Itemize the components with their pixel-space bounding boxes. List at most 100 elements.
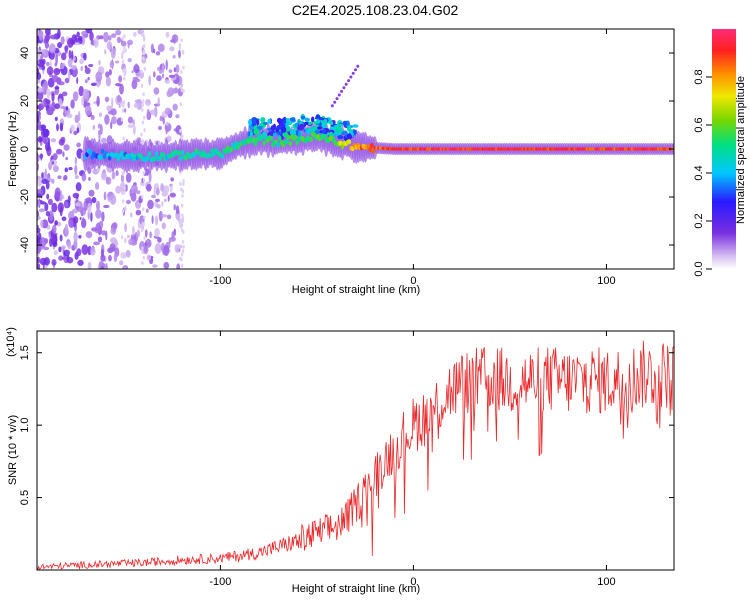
heatmap-cell	[42, 83, 45, 93]
heatmap-cell	[48, 43, 56, 54]
heatmap-cell	[104, 114, 110, 125]
heatmap-cell	[132, 225, 135, 236]
heatmap-cell	[124, 223, 127, 233]
heatmap-cell	[152, 264, 158, 268]
heatmap-cell	[120, 102, 124, 107]
heatmap-cell	[37, 79, 41, 84]
heatmap-cell	[81, 30, 88, 36]
heatmap-cell	[64, 167, 69, 173]
heatmap-cell	[304, 117, 310, 122]
heatmap-cell	[78, 35, 83, 42]
heatmap-cell	[96, 95, 100, 107]
heatmap-cell	[115, 83, 122, 87]
heatmap-cell	[180, 252, 184, 257]
heatmap-cell	[123, 76, 126, 81]
heatmap-cell	[92, 124, 96, 131]
heatmap-cell	[75, 202, 80, 207]
heatmap-cell	[76, 77, 79, 84]
heatmap-cell	[249, 125, 254, 131]
heatmap-cell	[85, 231, 93, 239]
x-tick-label: -100	[209, 275, 231, 287]
heatmap-cell	[64, 223, 69, 235]
heatmap-cell	[178, 45, 182, 50]
heatmap-cell	[85, 104, 92, 116]
heatmap-cell	[146, 155, 150, 161]
heatmap-cell	[179, 102, 182, 107]
heatmap-cell	[192, 152, 197, 158]
heatmap-cell	[313, 121, 317, 125]
heatmap-cell	[64, 77, 70, 84]
heatmap-cell	[142, 207, 145, 212]
heatmap-cell	[140, 132, 143, 137]
heatmap-cell	[56, 148, 63, 155]
heatmap-cell	[84, 198, 92, 202]
heatmap-cell	[108, 254, 112, 262]
heatmap-cell	[124, 238, 127, 242]
x-tick-label: 0	[410, 275, 416, 287]
heatmap-cell	[311, 116, 315, 123]
heatmap-cell	[253, 128, 260, 135]
heatmap-cell	[73, 130, 78, 136]
heatmap-cell	[91, 227, 98, 232]
heatmap-cell	[51, 259, 57, 266]
heatmap-cell	[37, 35, 40, 44]
heatmap-cell	[72, 216, 79, 224]
heatmap-cell	[180, 263, 184, 268]
heatmap-cell	[153, 48, 156, 54]
heatmap-cell	[39, 257, 47, 266]
heatmap-cell	[99, 154, 103, 161]
heatmap-cell	[252, 137, 256, 143]
heatmap-cell	[72, 208, 77, 213]
heatmap-cell	[338, 140, 343, 146]
heatmap-cell	[58, 246, 62, 253]
heatmap-cell	[117, 94, 121, 103]
heatmap-cell	[142, 51, 145, 56]
spectrogram-panel: -100 0 100 -40 -20 0 20 40 Height of straight …	[7, 28, 675, 296]
heatmap-cell	[106, 41, 113, 50]
heatmap-cell	[100, 137, 107, 144]
heatmap-cell	[45, 180, 50, 190]
heatmap-cell	[349, 75, 353, 79]
heatmap-cell	[37, 224, 40, 229]
heatmap-cell	[143, 128, 146, 133]
heatmap-cell	[114, 152, 119, 158]
heatmap-cell	[157, 66, 161, 71]
heatmap-cell	[84, 67, 91, 75]
heatmap-cell	[352, 124, 359, 128]
heatmap-cell	[37, 47, 40, 51]
heatmap-cell	[84, 79, 88, 84]
heatmap-cell	[61, 216, 67, 222]
heatmap-cell	[184, 155, 188, 161]
heatmap-cell	[354, 68, 357, 72]
heatmap-cell	[74, 42, 80, 46]
heatmap-cell	[133, 103, 139, 108]
heatmap-cell	[180, 149, 185, 155]
heatmap-cell	[47, 177, 52, 182]
heatmap-cell	[181, 134, 184, 139]
heatmap-cell	[70, 65, 77, 70]
heatmap-cell	[66, 113, 73, 119]
heatmap-cell	[63, 174, 68, 181]
colorbar-tick-label: 0.4	[693, 165, 705, 180]
heatmap-cell	[141, 102, 144, 107]
heatmap-cell	[40, 153, 43, 161]
heatmap-cell	[52, 241, 58, 248]
heatmap-cell	[61, 91, 68, 97]
heatmap-cell	[78, 235, 82, 239]
heatmap-cell	[162, 117, 165, 125]
heatmap-cell	[161, 222, 166, 230]
y-tick-label: 1.5	[19, 345, 31, 360]
x-tick-label: 100	[597, 576, 615, 588]
heatmap-cell	[46, 109, 54, 116]
y-tick-label: 1.0	[19, 418, 31, 433]
heatmap-cell	[164, 198, 167, 202]
heatmap-cell	[142, 222, 145, 227]
heatmap-cell	[81, 172, 87, 182]
heatmap-cell	[73, 231, 78, 243]
heatmap-cell	[170, 236, 176, 242]
heatmap-cell	[41, 178, 48, 185]
heatmap-cell	[54, 116, 58, 121]
heatmap-cell	[45, 142, 51, 152]
heatmap-cell	[42, 58, 46, 65]
heatmap-cell	[135, 78, 141, 83]
